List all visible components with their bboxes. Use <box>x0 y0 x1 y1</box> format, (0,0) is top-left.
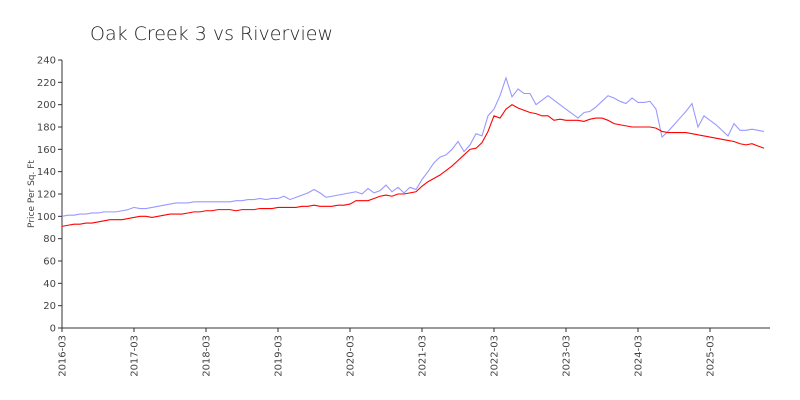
x-tick-label: 2016-03 <box>58 335 69 377</box>
y-tick-label: 200 <box>37 100 56 111</box>
y-tick-label: 140 <box>37 167 56 178</box>
y-tick-label: 80 <box>43 234 56 245</box>
y-tick-label: 0 <box>50 324 56 335</box>
series-line <box>61 104 765 227</box>
x-tick-label: 2019-03 <box>274 335 285 377</box>
x-tick-label: 2020-03 <box>346 335 357 377</box>
x-tick-label: 2025-03 <box>706 335 717 377</box>
y-tick-label: 220 <box>37 78 56 89</box>
y-tick-label: 120 <box>37 190 56 201</box>
y-tick-label: 180 <box>37 123 56 134</box>
y-tick-label: 20 <box>43 301 56 312</box>
series-line <box>61 76 765 217</box>
y-tick-label: 40 <box>43 279 56 290</box>
y-axis-label: Price Per Sq. Ft <box>27 160 37 228</box>
x-tick-label: 2022-03 <box>490 335 501 377</box>
x-tick-label: 2017-03 <box>130 335 141 377</box>
x-tick-label: 2018-03 <box>202 335 213 377</box>
x-tick-label: 2021-03 <box>418 335 429 377</box>
x-tick-label: 2023-03 <box>562 335 573 377</box>
chart-title: Oak Creek 3 vs Riverview <box>90 23 333 45</box>
y-tick-label: 60 <box>43 257 56 268</box>
y-tick-label: 160 <box>37 145 56 156</box>
y-tick-label: 240 <box>37 56 56 67</box>
y-tick-label: 100 <box>37 212 56 223</box>
x-tick-label: 2024-03 <box>634 335 645 377</box>
